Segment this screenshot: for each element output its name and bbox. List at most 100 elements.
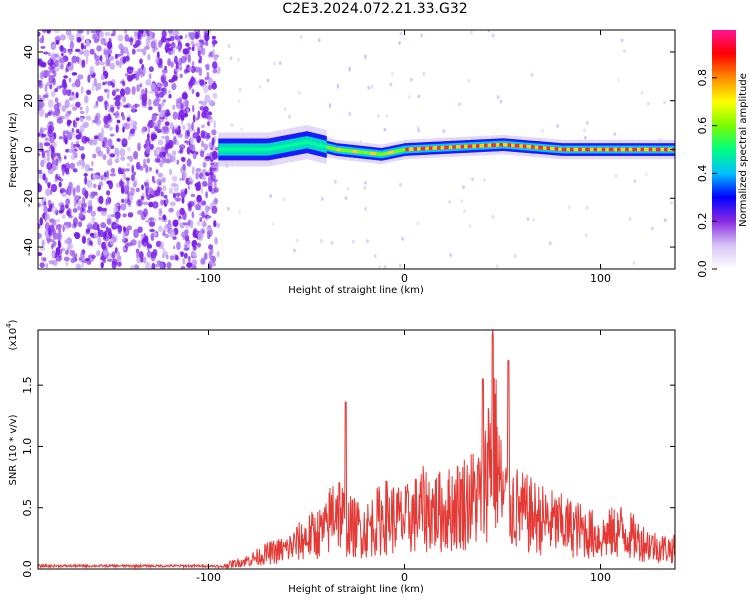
- noise-point: [196, 194, 202, 203]
- noise-point: [55, 246, 61, 256]
- signal-core: [460, 145, 463, 149]
- noise-point: [84, 137, 90, 142]
- signal-core: [495, 143, 498, 147]
- noise-point: [107, 89, 110, 93]
- signal-core: [644, 147, 646, 152]
- noise-point: [125, 168, 130, 172]
- noise-point: [46, 162, 53, 170]
- noise-point: [106, 170, 110, 179]
- noise-point: [45, 113, 49, 118]
- noise-point: [39, 37, 44, 44]
- snr-x-axis-label: Height of straight line (km): [288, 584, 424, 595]
- noise-point: [116, 138, 121, 142]
- noise-point: [283, 197, 286, 202]
- noise-point: [75, 144, 81, 148]
- noise-point: [44, 84, 48, 93]
- noise-point: [211, 35, 216, 40]
- noise-point: [58, 242, 62, 249]
- noise-point: [150, 233, 155, 241]
- noise-point: [89, 232, 95, 237]
- noise-point: [38, 184, 43, 193]
- noise-point: [117, 261, 122, 267]
- signal-core: [240, 147, 243, 152]
- noise-point: [227, 206, 230, 211]
- signal-core: [625, 147, 627, 152]
- signal-core: [478, 144, 480, 148]
- signal-core: [445, 145, 447, 150]
- noise-point: [38, 94, 42, 100]
- signal-core: [219, 147, 221, 152]
- noise-point: [122, 114, 126, 121]
- noise-point: [197, 242, 201, 248]
- signal-core: [565, 147, 567, 152]
- noise-point: [640, 90, 644, 95]
- signal-core: [665, 147, 667, 152]
- snr-x-ticks: -100 0 100: [196, 330, 611, 584]
- signal-core: [230, 147, 232, 152]
- noise-point: [398, 263, 402, 268]
- noise-point: [165, 115, 168, 121]
- signal-core: [518, 144, 520, 148]
- noise-point: [38, 232, 42, 239]
- noise-point: [399, 182, 402, 187]
- noise-point: [417, 94, 421, 99]
- noise-point: [167, 139, 174, 149]
- noise-point: [147, 125, 151, 134]
- noise-point: [205, 135, 211, 139]
- signal-core: [344, 148, 346, 153]
- noise-point: [201, 221, 208, 227]
- noise-point: [135, 187, 140, 193]
- noise-point: [94, 115, 99, 124]
- signal-core: [573, 147, 575, 152]
- signal-core: [655, 147, 658, 152]
- noise-point: [154, 189, 161, 197]
- noise-point: [462, 185, 465, 190]
- noise-point: [191, 121, 194, 131]
- signal-core: [501, 143, 504, 147]
- signal-core: [641, 147, 644, 152]
- noise-point: [97, 206, 103, 212]
- noise-point: [101, 207, 107, 212]
- noise-point: [106, 196, 112, 205]
- noise-point: [168, 90, 171, 94]
- noise-point: [364, 206, 367, 211]
- signal-core: [405, 147, 407, 152]
- noise-point: [108, 55, 114, 61]
- signal-core: [246, 147, 248, 152]
- signal-core: [401, 148, 404, 152]
- noise-point: [458, 102, 461, 107]
- noise-point: [162, 253, 165, 259]
- signal-core: [278, 145, 280, 150]
- noise-point: [53, 103, 59, 111]
- signal-core: [544, 146, 546, 150]
- noise-point: [164, 121, 170, 127]
- noise-point: [75, 92, 79, 99]
- noise-point: [156, 178, 163, 186]
- noise-point: [378, 264, 381, 269]
- signal-core: [507, 143, 510, 147]
- noise-point: [171, 83, 177, 91]
- signal-streak: [328, 103, 332, 109]
- signal-core: [404, 147, 406, 152]
- noise-point: [205, 210, 209, 216]
- noise-point: [156, 94, 160, 99]
- noise-point: [207, 77, 214, 86]
- signal-core: [451, 145, 453, 149]
- spectrogram-x-ticks: -100 0 100: [196, 30, 611, 285]
- signal-core: [498, 143, 500, 147]
- signal-core: [542, 146, 545, 150]
- noise-point: [150, 251, 157, 259]
- noise-point: [491, 215, 495, 219]
- noise-point: [227, 44, 231, 48]
- signal-core: [599, 147, 601, 152]
- signal-core: [224, 147, 226, 152]
- signal-core: [328, 146, 331, 150]
- signal-core: [591, 147, 593, 152]
- signal-core: [412, 147, 414, 151]
- noise-point: [137, 68, 142, 76]
- noise-point: [148, 73, 152, 80]
- noise-point: [103, 230, 107, 240]
- signal-core: [435, 146, 438, 150]
- noise-point: [70, 94, 77, 101]
- signal-core: [384, 152, 386, 156]
